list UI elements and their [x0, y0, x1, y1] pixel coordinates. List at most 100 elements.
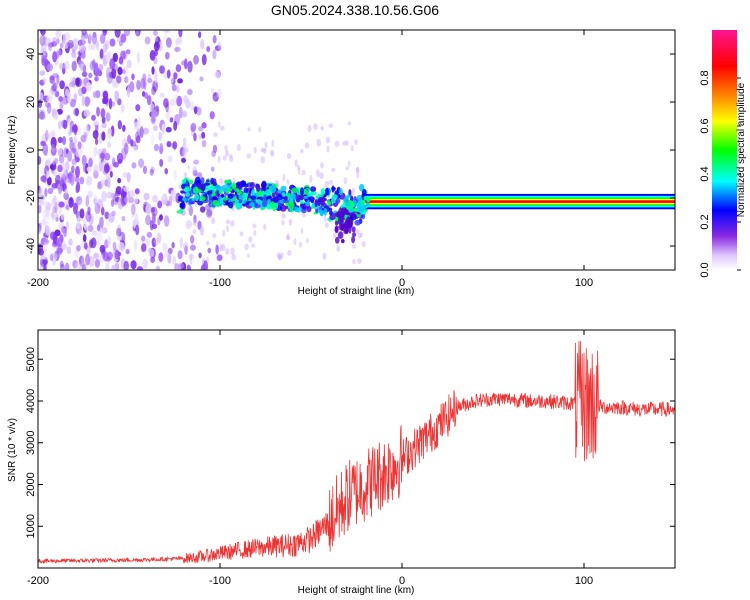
noise-blob: [85, 254, 91, 266]
noise-blob: [300, 228, 304, 235]
noise-blob: [163, 215, 170, 227]
noise-blob: [136, 266, 144, 270]
noise-blob: [214, 45, 222, 51]
noise-blob: [224, 145, 228, 152]
noise-blob: [65, 221, 70, 229]
snr-x-label: Height of straight line (km): [298, 585, 415, 596]
noise-blob: [107, 235, 112, 247]
signal-blob: [254, 202, 259, 207]
noise-blob: [193, 132, 197, 142]
signal-blob: [348, 227, 352, 234]
signal-blob: [335, 198, 341, 204]
noise-blob: [67, 39, 74, 49]
noise-blob: [140, 77, 146, 90]
noise-blob: [298, 241, 303, 248]
noise-blob: [347, 121, 352, 126]
noise-blob: [136, 51, 141, 64]
noise-blob: [182, 137, 187, 145]
noise-blob: [43, 236, 49, 244]
noise-blob: [146, 231, 153, 238]
noise-blob: [137, 116, 141, 127]
noise-blob: [131, 203, 136, 216]
signal-blob: [337, 216, 343, 225]
noise-blob: [121, 69, 126, 75]
signal-blob: [331, 194, 338, 200]
colorbar-tick-label: 0.4: [699, 166, 711, 181]
noise-blob: [58, 120, 62, 130]
noise-blob: [286, 179, 290, 185]
noise-blob: [206, 46, 211, 53]
noise-blob: [277, 254, 282, 261]
noise-blob: [182, 147, 187, 159]
noise-blob: [201, 54, 207, 66]
noise-blob: [286, 232, 290, 241]
noise-blob: [106, 191, 113, 199]
signal-blob: [180, 190, 186, 194]
noise-blob: [78, 43, 86, 54]
noise-blob: [144, 36, 151, 45]
noise-blob: [59, 260, 64, 268]
noise-blob: [142, 73, 147, 82]
noise-blob: [123, 260, 129, 270]
noise-blob: [62, 68, 66, 75]
noise-blob: [207, 247, 212, 254]
noise-blob: [228, 154, 233, 159]
noise-blob: [49, 75, 55, 81]
noise-blob: [121, 215, 126, 222]
noise-blob: [248, 236, 253, 243]
noise-blob: [285, 235, 291, 241]
noise-blob: [171, 241, 175, 249]
signal-blob: [307, 196, 315, 202]
noise-blob: [217, 41, 222, 50]
noise-blob: [357, 258, 362, 264]
noise-blob: [246, 153, 252, 159]
noise-blob: [81, 155, 87, 166]
noise-blob: [92, 91, 98, 99]
noise-blob: [146, 78, 153, 84]
signal-blob: [341, 238, 345, 244]
noise-blob: [109, 163, 113, 174]
noise-blob: [93, 198, 97, 206]
noise-blob: [224, 150, 230, 157]
noise-blob: [247, 253, 250, 258]
signal-blob: [365, 202, 370, 207]
noise-blob: [101, 116, 106, 124]
noise-blob: [170, 78, 174, 84]
noise-blob: [45, 225, 51, 236]
noise-blob: [114, 90, 120, 102]
noise-blob: [40, 167, 46, 175]
noise-blob: [110, 125, 115, 137]
noise-blob: [334, 140, 340, 147]
noise-blob: [280, 252, 284, 259]
noise-blob: [197, 31, 202, 39]
noise-blob: [192, 218, 198, 227]
signal-blob: [302, 188, 309, 197]
noise-blob: [91, 43, 96, 51]
noise-blob: [54, 89, 60, 98]
noise-blob: [271, 139, 275, 148]
noise-blob: [161, 194, 167, 201]
noise-blob: [152, 30, 158, 36]
noise-blob: [111, 210, 116, 217]
noise-blob: [91, 114, 96, 121]
noise-blob: [38, 156, 42, 165]
noise-blob: [165, 102, 169, 113]
noise-blob: [320, 126, 325, 131]
snr-x-tick-label: 0: [399, 575, 405, 587]
noise-blob: [221, 243, 226, 252]
signal-blob: [315, 208, 319, 214]
noise-blob: [79, 208, 85, 219]
noise-blob: [94, 76, 99, 82]
noise-blob: [135, 104, 141, 112]
noise-blob: [123, 186, 130, 192]
noise-blob: [212, 144, 218, 154]
noise-blob: [174, 263, 179, 270]
noise-blob: [164, 251, 171, 259]
noise-blob: [324, 180, 330, 188]
noise-blob: [71, 51, 77, 59]
signal-blob: [183, 187, 191, 192]
noise-blob: [173, 120, 178, 131]
colorbar: 0.0 0.2 0.4 0.6 0.8 Normalized spectral ampl…: [699, 30, 747, 278]
noise-blob: [73, 93, 78, 103]
noise-blob: [154, 36, 158, 43]
